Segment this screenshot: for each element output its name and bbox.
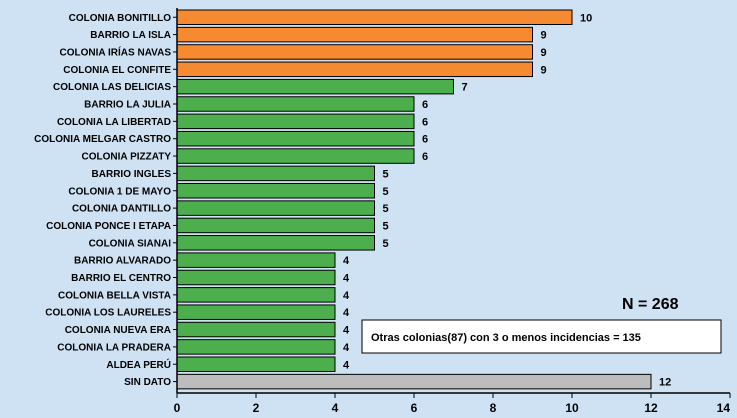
bar — [176, 304, 336, 320]
value-label: 5 — [383, 238, 389, 250]
bar — [176, 9, 573, 25]
note-text: Otras colonias(87) con 3 o menos inciden… — [371, 332, 641, 344]
bar — [176, 165, 375, 182]
category-label: BARRIO ALVARADO — [74, 256, 171, 267]
x-tick-label: 4 — [332, 401, 339, 415]
value-label: 5 — [383, 186, 389, 198]
bar — [176, 148, 415, 164]
x-tick-label: 0 — [174, 401, 181, 415]
bar — [176, 373, 652, 390]
value-label: 10 — [580, 12, 592, 24]
bar — [176, 235, 375, 251]
category-label: BARRIO EL CENTRO — [71, 273, 171, 284]
value-label: 4 — [343, 359, 350, 371]
value-label: 6 — [422, 99, 428, 111]
category-label: COLONIA BONITILLO — [69, 13, 172, 24]
value-label: 9 — [541, 64, 547, 76]
bar — [176, 61, 533, 78]
bar — [176, 44, 533, 60]
x-tick-label: 10 — [565, 401, 579, 415]
x-tick-label: 12 — [644, 401, 658, 415]
category-label: COLONIA PONCE I ETAPA — [46, 221, 171, 232]
bar — [176, 113, 415, 130]
category-label: COLONIA LA PRADERA — [57, 342, 171, 353]
bar — [176, 26, 533, 43]
note-box — [361, 319, 722, 354]
category-label: COLONIA LAS DELICIAS — [53, 82, 171, 93]
x-tick-label: 8 — [490, 401, 497, 415]
bar — [176, 130, 415, 147]
value-label: 4 — [343, 273, 350, 285]
category-label: COLONIA EL CONFITE — [63, 65, 171, 76]
bar — [176, 321, 336, 338]
category-label: ALDEA PERÚ — [106, 358, 171, 371]
value-label: 5 — [383, 203, 389, 215]
x-tick-label: 6 — [411, 401, 418, 415]
value-label: 5 — [383, 220, 389, 232]
bar — [176, 287, 336, 303]
total-n-label: N = 268 — [622, 296, 679, 313]
bar — [176, 183, 375, 199]
value-label: 4 — [343, 342, 350, 354]
category-label: COLONIA DANTILLO — [72, 204, 171, 215]
value-label: 9 — [541, 47, 547, 59]
category-label: BARRIO INGLES — [92, 169, 172, 180]
bar — [176, 269, 336, 286]
value-label: 6 — [422, 116, 428, 128]
bar — [176, 339, 336, 355]
category-label: COLONIA IRÍAS NAVAS — [60, 45, 172, 58]
category-label: BARRIO LA JULIA — [84, 100, 171, 111]
category-label: BARRIO LA ISLA — [90, 30, 171, 41]
value-labels-group: 10 9 9 9 7 6 6 6 6 5 5 5 5 5 4 4 4 4 4 4 4 12 — [343, 12, 671, 388]
value-label: 6 — [422, 151, 428, 163]
x-tick-label: 2 — [253, 401, 260, 415]
category-label: COLONIA MELGAR CASTRO — [34, 134, 171, 145]
x-ticks-group: 0 2 4 6 8 10 12 14 — [174, 393, 731, 415]
bar — [176, 78, 454, 95]
value-label: 4 — [343, 255, 350, 267]
category-label: COLONIA 1 DE MAYO — [68, 186, 171, 197]
category-label: COLONIA NUEVA ERA — [65, 325, 171, 336]
bar — [176, 252, 336, 268]
category-label: COLONIA BELLA VISTA — [58, 290, 171, 301]
bar — [176, 356, 336, 372]
value-label: 5 — [383, 168, 389, 180]
bar — [176, 96, 415, 112]
bar — [176, 200, 375, 216]
category-label: SIN DATO — [124, 377, 171, 388]
value-label: 9 — [541, 30, 547, 42]
x-tick-label: 14 — [717, 401, 731, 415]
value-label: 4 — [343, 290, 350, 302]
category-label: COLONIA PIZZATY — [82, 152, 172, 163]
value-label: 4 — [343, 307, 350, 319]
value-label: 6 — [422, 134, 428, 146]
category-label: COLONIA LOS LAURELES — [45, 308, 171, 319]
value-label: 4 — [343, 325, 350, 337]
category-labels-group: COLONIA BONITILLO BARRIO LA ISLA COLONIA I… — [34, 13, 177, 388]
bar — [176, 217, 375, 234]
value-label: 7 — [462, 82, 468, 94]
category-label: COLONIA LA LIBERTAD — [57, 117, 171, 128]
value-label: 12 — [659, 377, 671, 389]
category-label: COLONIA SIANAI — [89, 238, 172, 249]
